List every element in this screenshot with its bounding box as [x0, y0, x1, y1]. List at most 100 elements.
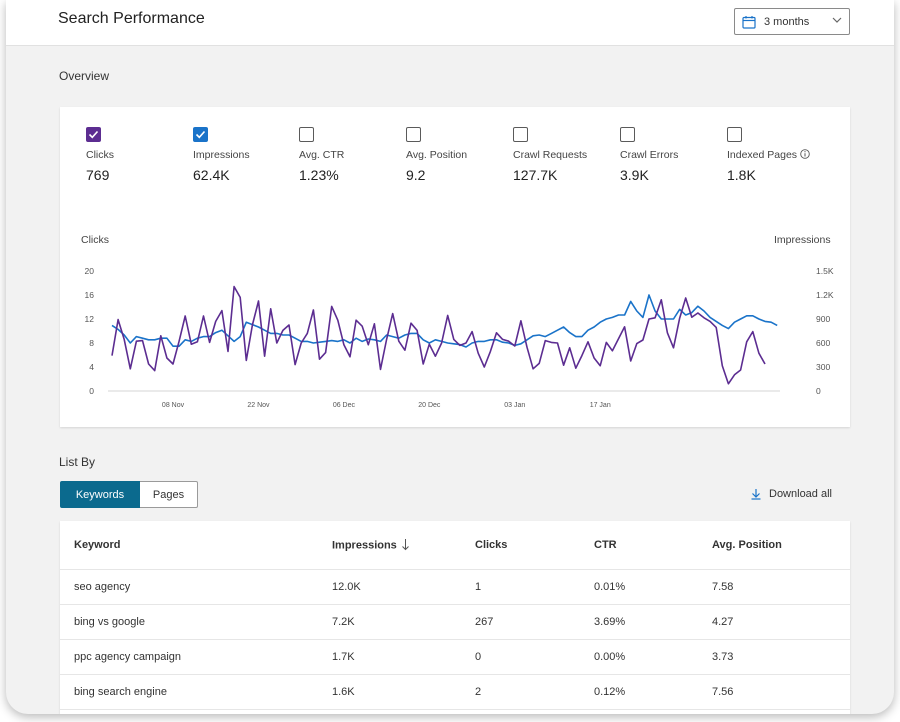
y-right-tick-label: 1.5K [816, 266, 834, 276]
x-tick-label: 03 Jan [504, 402, 525, 409]
metric-crawl-requests[interactable]: Crawl Requests 127.7K [513, 127, 623, 183]
metric-value: 127.7K [513, 167, 558, 183]
cell-impressions: 1.7K [332, 651, 355, 663]
metric-checkbox[interactable] [727, 127, 742, 142]
y-right-tick-label: 900 [816, 314, 830, 324]
y-right-tick-label: 600 [816, 338, 830, 348]
overview-card: Clicks 769 Impressions 62.4K Avg. CTR 1.23% Av… [60, 107, 850, 427]
performance-chart: 0 4 8 12 16 20 0 300 600 900 1.2K 1.5K 08 Nov 22 Nov 0… [85, 266, 834, 409]
y-right-tick-label: 300 [816, 362, 830, 372]
x-tick-label: 20 Dec [418, 402, 441, 409]
cell-avg-position: 7.58 [712, 581, 734, 593]
table-row[interactable]: seo agency 12.0K 1 0.01% 7.58 [60, 570, 850, 605]
x-tick-label: 08 Nov [162, 402, 185, 409]
y-left-axis-title: Clicks [81, 234, 109, 246]
y-left-tick-label: 0 [89, 386, 94, 396]
metric-label: Indexed Pages [727, 149, 837, 161]
metric-checkbox[interactable] [193, 127, 208, 142]
list-by-label: List By [59, 455, 96, 469]
y-right-axis-title: Impressions [774, 234, 831, 246]
table-header-row: Keyword Impressions Clicks CTR Avg. Posi… [60, 521, 850, 570]
metric-checkbox[interactable] [406, 127, 421, 142]
metric-label: Clicks [86, 149, 196, 161]
download-all-button[interactable]: Download all [750, 488, 832, 500]
cell-keyword: ppc agency campaign [74, 651, 182, 663]
cell-impressions: 7.2K [332, 616, 355, 628]
date-range-value: 3 months [764, 15, 810, 28]
metric-checkbox[interactable] [86, 127, 101, 142]
page-header: Search Performance 3 months [6, 0, 894, 46]
keywords-table: Keyword Impressions Clicks CTR Avg. Posi… [60, 521, 850, 714]
metric-label-text: Crawl Requests [513, 149, 588, 161]
y-right-tick-label: 1.2K [816, 290, 834, 300]
metric-clicks[interactable]: Clicks 769 [86, 127, 196, 183]
cell-impressions: 12.0K [332, 581, 361, 593]
cell-ctr: 3.69% [594, 616, 626, 628]
list-tabs: Keywords Pages [60, 481, 198, 508]
metric-label: Avg. Position [406, 149, 516, 161]
metric-label-text: Clicks [86, 149, 114, 161]
metric-value: 769 [86, 167, 110, 183]
cell-keyword: seo agency [74, 581, 131, 593]
metric-checkbox[interactable] [299, 127, 314, 142]
metric-avg-position[interactable]: Avg. Position 9.2 [406, 127, 516, 183]
cell-avg-position: 3.73 [712, 651, 734, 663]
metric-label: Crawl Errors [620, 149, 730, 161]
series-line-clicks [111, 285, 766, 385]
column-header-impressions-label: Impressions [332, 539, 397, 552]
column-header-impressions[interactable]: Impressions [332, 539, 410, 552]
app-window: Search Performance 3 months Overview Cli… [6, 0, 894, 714]
metric-checkbox[interactable] [513, 127, 528, 142]
series-line-impressions [111, 294, 778, 348]
overview-label: Overview [59, 69, 110, 83]
metric-checkbox[interactable] [620, 127, 635, 142]
info-icon[interactable] [800, 149, 810, 159]
chevron-down-icon [832, 17, 842, 23]
cell-clicks: 1 [475, 581, 482, 593]
column-header-avg-position[interactable]: Avg. Position [712, 539, 782, 551]
metric-impressions[interactable]: Impressions 62.4K [193, 127, 303, 183]
x-tick-label: 22 Nov [247, 402, 270, 409]
date-range-dropdown[interactable]: 3 months [734, 8, 850, 35]
metric-label: Crawl Requests [513, 149, 623, 161]
cell-keyword: bing search engine [74, 686, 167, 698]
cell-clicks: 267 [475, 616, 494, 628]
table-row[interactable]: bing vs google 7.2K 267 3.69% 4.27 [60, 605, 850, 640]
metric-label-text: Impressions [193, 149, 250, 161]
metric-indexed-pages[interactable]: Indexed Pages 1.8K [727, 127, 837, 183]
metric-crawl-errors[interactable]: Crawl Errors 3.9K [620, 127, 730, 183]
tab-keywords[interactable]: Keywords [60, 481, 140, 508]
cell-ctr: 0.12% [594, 686, 626, 698]
metric-label-text: Indexed Pages [727, 149, 798, 161]
download-all-label: Download all [769, 488, 832, 500]
column-header-keyword[interactable]: Keyword [74, 539, 121, 551]
metric-value: 62.4K [193, 167, 230, 183]
metric-label-text: Avg. CTR [299, 149, 345, 161]
column-header-ctr[interactable]: CTR [594, 539, 617, 551]
metric-value: 1.8K [727, 167, 756, 183]
cell-avg-position: 4.27 [712, 616, 734, 628]
metric-value: 3.9K [620, 167, 649, 183]
x-tick-label: 17 Jan [590, 402, 611, 409]
calendar-icon [742, 15, 756, 29]
y-right-tick-label: 0 [816, 386, 821, 396]
metric-label: Avg. CTR [299, 149, 409, 161]
column-header-clicks[interactable]: Clicks [475, 539, 508, 551]
metric-label: Impressions [193, 149, 303, 161]
cell-keyword: bing vs google [74, 616, 145, 628]
sort-descending-icon [401, 539, 409, 551]
table-row[interactable]: ppc agency campaign 1.7K 0 0.00% 3.73 [60, 640, 850, 675]
metric-label-text: Crawl Errors [620, 149, 679, 161]
metric-value: 9.2 [406, 167, 426, 183]
metric-avg-ctr[interactable]: Avg. CTR 1.23% [299, 127, 409, 183]
metric-label-text: Avg. Position [406, 149, 468, 161]
cell-clicks: 2 [475, 686, 482, 698]
table-row[interactable]: bing search engine 1.6K 2 0.12% 7.56 [60, 675, 850, 710]
tab-pages[interactable]: Pages [140, 481, 198, 508]
y-left-tick-label: 8 [89, 338, 94, 348]
cell-ctr: 0.00% [594, 651, 626, 663]
y-left-tick-label: 20 [85, 266, 95, 276]
metric-value: 1.23% [299, 167, 339, 183]
cell-clicks: 0 [475, 651, 482, 663]
y-left-tick-label: 4 [89, 362, 94, 372]
